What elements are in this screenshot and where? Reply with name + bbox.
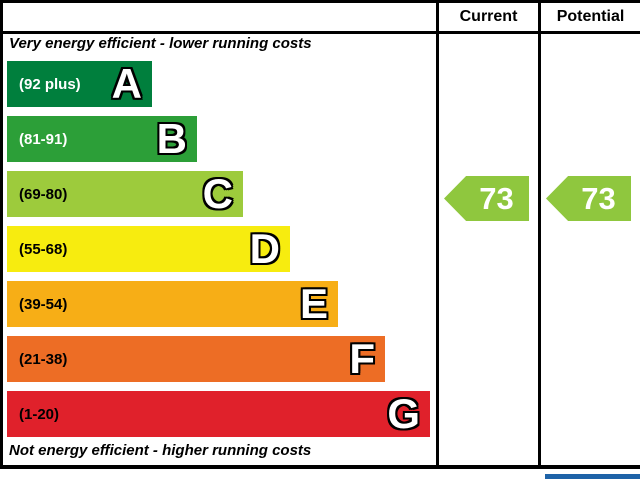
caption-very-efficient: Very energy efficient - lower running co…	[9, 35, 312, 52]
band-row-g: (1-20) G	[7, 391, 430, 437]
current-column-divider	[436, 0, 439, 469]
caption-not-efficient: Not energy efficient - higher running co…	[9, 442, 312, 459]
band-range-label: (92 plus)	[19, 75, 81, 93]
potential-rating-value: 73	[581, 181, 616, 216]
band-range-label: (81-91)	[19, 130, 68, 148]
potential-rating-arrow: 73	[546, 176, 631, 221]
band-range-label: (55-68)	[19, 240, 68, 258]
band-row-a: (92 plus) A	[7, 61, 152, 107]
current-rating-value: 73	[479, 181, 514, 216]
band-row-b: (81-91) B	[7, 116, 197, 162]
current-column-header: Current	[459, 8, 518, 25]
band-letter: G	[387, 390, 420, 437]
table-border-bottom	[0, 465, 640, 469]
band-row-c: (69-80) C	[7, 171, 243, 217]
band-range-label: (1-20)	[19, 405, 60, 423]
band-range-label: (39-54)	[19, 295, 68, 313]
current-rating-arrow: 73	[444, 176, 529, 221]
potential-column-header: Potential	[556, 8, 625, 25]
band-letter: C	[202, 170, 233, 217]
potential-column-divider	[538, 0, 541, 469]
band-range-label: (21-38)	[19, 350, 68, 368]
band-letter: D	[249, 225, 280, 272]
band-letter: B	[156, 115, 187, 162]
band-row-f: (21-38) F	[7, 336, 385, 382]
band-range-label: (69-80)	[19, 185, 68, 203]
band-letter: E	[299, 280, 328, 327]
table-border-top	[0, 0, 640, 3]
band-letter: F	[349, 335, 375, 382]
rating-bands: (92 plus) A (81-91) B (69-80) C (55-68) …	[7, 61, 437, 446]
band-letter: A	[111, 60, 142, 107]
header-divider-line	[0, 31, 640, 34]
band-row-d: (55-68) D	[7, 226, 290, 272]
band-row-e: (39-54) E	[7, 281, 338, 327]
cropped-blue-element	[545, 474, 640, 479]
table-border-left	[0, 0, 3, 469]
